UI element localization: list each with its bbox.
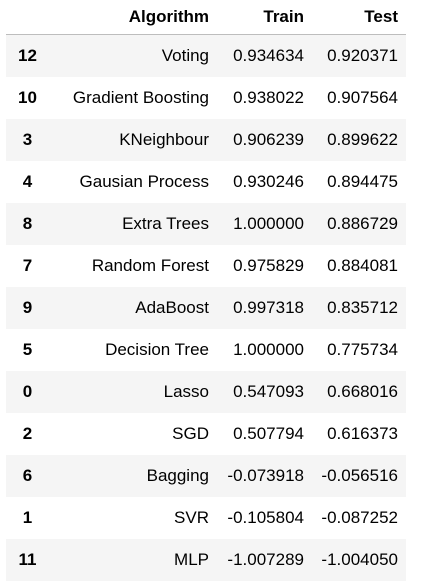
test-score-cell: 0.835712 [327, 297, 398, 317]
row-index: 2 [22, 423, 33, 443]
algorithm-cell: Lasso [163, 381, 209, 401]
train-score-cell: -0.105804 [227, 507, 304, 527]
table-row: 1 SVR -0.105804 -0.087252 [6, 497, 406, 539]
table-row: 12 Voting 0.934634 0.920371 [6, 34, 406, 77]
train-score-cell: -0.073918 [227, 465, 304, 485]
row-index: 4 [22, 171, 33, 191]
table-body: 12 Voting 0.934634 0.920371 10 Gradient … [6, 34, 406, 581]
row-index: 6 [22, 465, 33, 485]
row-index: 1 [22, 507, 33, 527]
algorithm-cell: AdaBoost [135, 297, 209, 317]
algorithm-cell: Extra Trees [122, 213, 209, 233]
train-score-cell: 0.934634 [233, 45, 304, 65]
row-index: 12 [18, 45, 37, 65]
algorithm-cell: Voting [161, 45, 209, 65]
row-index: 3 [22, 129, 33, 149]
test-score-cell: 0.920371 [327, 45, 398, 65]
table-row: 3 KNeighbour 0.906239 0.899622 [6, 118, 406, 161]
table-header: Algorithm Train Test [6, 0, 406, 35]
train-score-cell: 0.547093 [233, 381, 304, 401]
train-score-cell: 0.975829 [233, 255, 304, 275]
table-row: 5 Decision Tree 1.000000 0.775734 [6, 329, 406, 371]
test-column-header: Test [312, 0, 406, 35]
table-row: 7 Random Forest 0.975829 0.884081 [6, 245, 406, 287]
train-score-cell: 0.507794 [233, 423, 304, 443]
table-row: 0 Lasso 0.547093 0.668016 [6, 370, 406, 413]
table-row: 8 Extra Trees 1.000000 0.886729 [6, 202, 406, 245]
algorithm-cell: Gradient Boosting [72, 87, 209, 107]
table-row: 4 Gausian Process 0.930246 0.894475 [6, 161, 406, 203]
algorithm-cell: KNeighbour [119, 129, 209, 149]
test-score-cell: 0.775734 [327, 339, 398, 359]
row-index: 7 [22, 255, 33, 275]
test-score-cell: 0.907564 [327, 87, 398, 107]
algorithm-cell: SVR [174, 507, 209, 527]
train-column-header: Train [217, 0, 312, 35]
test-score-cell: 0.894475 [327, 171, 398, 191]
table-row: 10 Gradient Boosting 0.938022 0.907564 [6, 77, 406, 119]
train-score-cell: -1.007289 [227, 549, 304, 569]
row-index: 0 [22, 381, 33, 401]
results-table: Algorithm Train Test 12 Voting 0.934634 … [6, 0, 406, 581]
test-score-cell: 0.616373 [327, 423, 398, 443]
train-score-cell: 0.930246 [233, 171, 304, 191]
train-score-cell: 1.000000 [233, 213, 304, 233]
algorithm-cell: Decision Tree [105, 339, 209, 359]
test-score-cell: 0.668016 [327, 381, 398, 401]
algorithm-cell: Bagging [146, 465, 209, 485]
table-row: 2 SGD 0.507794 0.616373 [6, 413, 406, 455]
row-index: 5 [22, 339, 33, 359]
test-score-cell: 0.884081 [327, 255, 398, 275]
train-score-cell: 0.906239 [233, 129, 304, 149]
algorithm-cell: MLP [174, 549, 209, 569]
table-row: 11 MLP -1.007289 -1.004050 [6, 538, 406, 581]
row-index: 10 [18, 87, 37, 107]
row-index: 8 [22, 213, 33, 233]
row-index: 9 [22, 297, 33, 317]
test-score-cell: 0.899622 [327, 129, 398, 149]
test-score-cell: -0.087252 [321, 507, 398, 527]
index-column-header [6, 0, 49, 35]
table-row: 6 Bagging -0.073918 -0.056516 [6, 454, 406, 497]
test-score-cell: -1.004050 [321, 549, 398, 569]
train-score-cell: 1.000000 [233, 339, 304, 359]
algorithm-cell: Random Forest [91, 255, 209, 275]
train-score-cell: 0.938022 [233, 87, 304, 107]
algorithm-cell: Gausian Process [79, 171, 209, 191]
test-score-cell: -0.056516 [321, 465, 398, 485]
algorithm-column-header: Algorithm [49, 0, 217, 35]
train-score-cell: 0.997318 [233, 297, 304, 317]
algorithm-cell: SGD [172, 423, 209, 443]
row-index: 11 [18, 549, 37, 569]
header-row: Algorithm Train Test [6, 0, 406, 35]
table-row: 9 AdaBoost 0.997318 0.835712 [6, 286, 406, 329]
test-score-cell: 0.886729 [327, 213, 398, 233]
